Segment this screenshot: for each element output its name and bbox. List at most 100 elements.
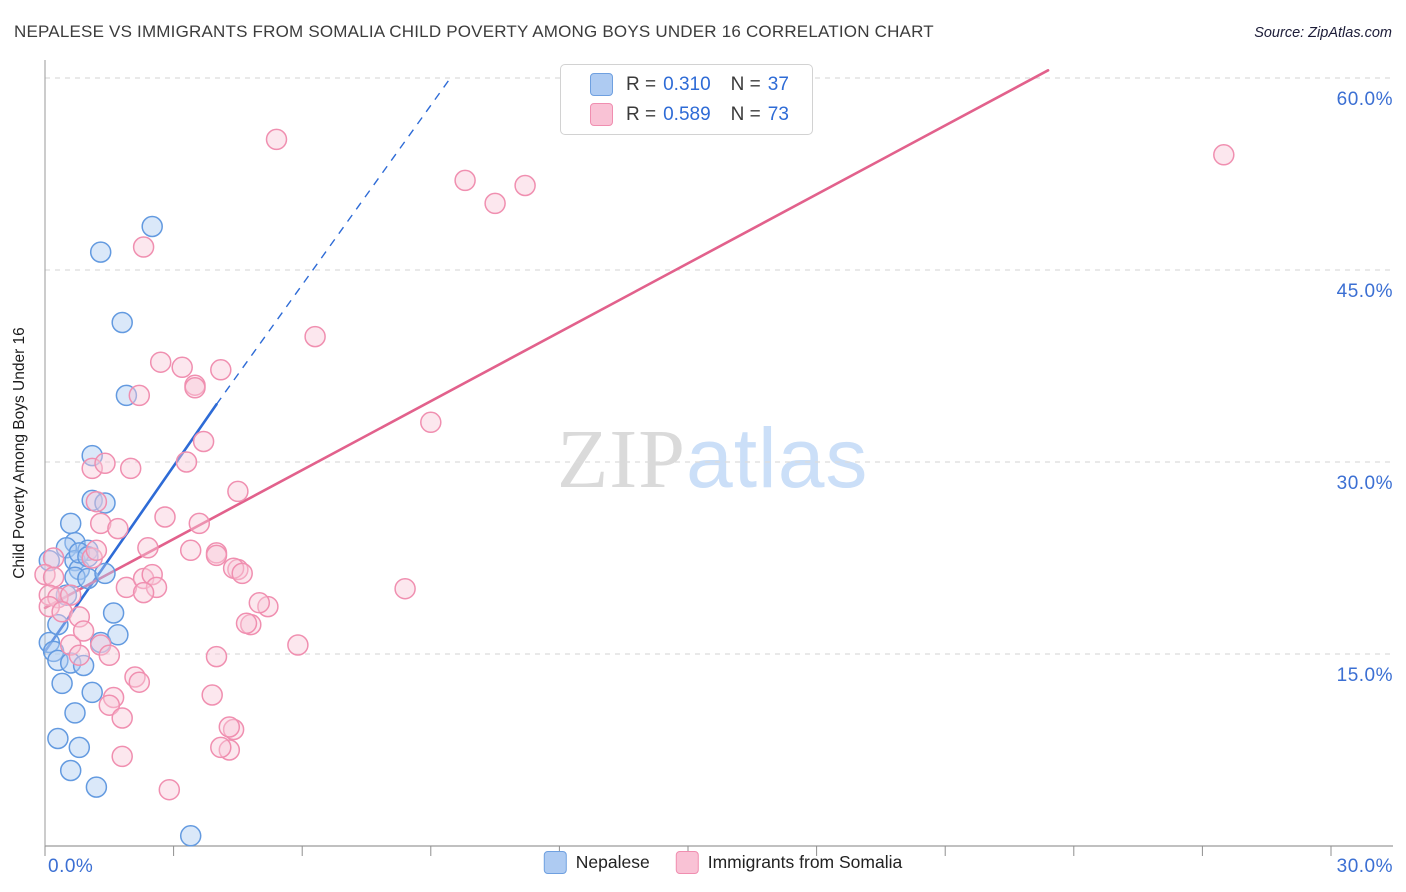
scatter-point-nepalese[interactable] [47,727,69,750]
n-label: N = [730,73,761,95]
scatter-point-somalia[interactable] [59,584,82,606]
scatter-point-nepalese[interactable] [89,241,112,263]
stats-legend-box: R = 0.310 N = 37 R = 0.589 N = 73 [560,64,813,135]
scatter-point-nepalese[interactable] [47,649,69,672]
scatter-point-somalia[interactable] [128,384,151,407]
scatter-point-nepalese[interactable] [94,562,116,585]
scatter-point-somalia[interactable] [218,716,241,738]
legend-label-nepalese: Nepalese [575,852,650,872]
scatter-point-somalia[interactable] [145,576,168,599]
scatter-point-somalia[interactable] [218,739,241,761]
scatter-point-nepalese[interactable] [51,672,73,695]
scatter-point-somalia[interactable] [227,480,249,503]
scatter-point-somalia[interactable] [154,506,176,528]
scatter-point-somalia[interactable] [115,576,138,599]
scatter-point-somalia[interactable] [42,566,65,588]
n-label: N = [730,103,761,125]
scatter-point-somalia[interactable] [68,644,91,667]
scatter-point-somalia[interactable] [85,539,108,562]
scatter-point-nepalese[interactable] [59,652,82,674]
scatter-point-somalia[interactable] [149,351,172,373]
n-value-nepalese: 37 [767,73,789,95]
scatter-point-somalia[interactable] [72,620,95,642]
r-label: R = [626,103,657,125]
series-legend: Nepalese Immigrants from Somalia [543,851,902,874]
scatter-point-somalia[interactable] [484,192,506,215]
scatter-point-somalia[interactable] [231,562,253,585]
watermark: ZIPatlas [557,411,868,506]
scatter-point-somalia[interactable] [248,592,271,614]
scatter-point-somalia[interactable] [184,377,206,399]
scatter-point-somalia[interactable] [171,356,193,379]
scatter-point-somalia[interactable] [394,577,416,600]
trend-line-nepalese [43,403,218,653]
scatter-point-nepalese[interactable] [107,624,129,646]
scatter-point-somalia[interactable] [51,601,73,623]
scatter-point-somalia[interactable] [89,512,112,535]
scatter-point-somalia[interactable] [107,517,129,540]
scatter-point-nepalese[interactable] [64,702,86,724]
scatter-point-somalia[interactable] [1213,144,1235,166]
scatter-point-nepalese[interactable] [94,492,116,514]
scatter-point-somalia[interactable] [265,128,288,151]
scatter-point-somalia[interactable] [304,325,326,348]
r-label: R = [626,73,657,95]
scatter-point-somalia[interactable] [47,586,69,609]
scatter-point-somalia[interactable] [119,457,142,480]
scatter-point-somalia[interactable] [137,537,159,559]
scatter-point-nepalese[interactable] [68,736,91,759]
scatter-point-somalia[interactable] [201,684,223,706]
scatter-point-nepalese[interactable] [59,512,82,535]
scatter-point-somalia[interactable] [81,457,103,480]
scatter-point-somalia[interactable] [205,645,228,668]
y-axis-label-30: 30.0% [1337,473,1393,494]
scatter-point-nepalese[interactable] [47,613,69,636]
y-axis-label-45: 45.0% [1337,281,1393,302]
scatter-point-somalia[interactable] [42,547,65,569]
scatter-point-nepalese[interactable] [102,602,125,624]
scatter-point-somalia[interactable] [179,539,202,562]
scatter-point-somalia[interactable] [210,359,232,381]
scatter-point-somalia[interactable] [98,644,121,667]
scatter-point-somalia[interactable] [192,430,215,453]
scatter-point-somalia[interactable] [514,174,536,197]
trend-line-nepalese-extension [215,75,453,405]
scatter-point-somalia[interactable] [188,512,211,535]
scatter-point-somalia[interactable] [98,694,121,716]
scatter-point-nepalese[interactable] [111,311,133,334]
scatter-point-somalia[interactable] [132,581,155,604]
scatter-point-somalia[interactable] [85,490,108,513]
legend-swatch-somalia [675,851,699,874]
scatter-point-somalia[interactable] [235,612,258,635]
scatter-point-somalia[interactable] [34,563,56,586]
scatter-point-nepalese[interactable] [77,567,99,590]
scatter-point-somalia[interactable] [210,736,232,759]
scatter-point-nepalese[interactable] [81,681,103,704]
scatter-point-somalia[interactable] [141,563,163,586]
legend-item-somalia: Immigrants from Somalia [675,851,902,874]
scatter-point-somalia[interactable] [205,544,228,567]
scatter-point-somalia[interactable] [111,707,133,729]
scatter-point-nepalese[interactable] [59,759,82,782]
scatter-point-somalia[interactable] [68,606,91,628]
somalia-swatch [590,103,613,126]
scatter-point-somalia[interactable] [128,671,151,693]
scatter-point-somalia[interactable] [111,745,133,768]
scatter-point-nepalese[interactable] [85,776,108,798]
scatter-point-somalia[interactable] [420,411,442,434]
scatter-point-somalia[interactable] [38,584,61,606]
nepalese-swatch [590,73,613,96]
scatter-point-nepalese[interactable] [179,825,202,847]
scatter-point-somalia[interactable] [158,778,181,801]
scatter-point-somalia[interactable] [94,452,116,475]
scatter-point-somalia[interactable] [175,451,198,473]
y-axis-label-15: 15.0% [1337,665,1393,686]
scatter-point-somalia[interactable] [38,595,61,618]
scatter-point-somalia[interactable] [454,169,476,192]
scatter-point-somalia[interactable] [132,236,155,258]
scatter-point-nepalese[interactable] [141,215,163,238]
scatter-point-nepalese[interactable] [81,444,103,467]
scatter-point-somalia[interactable] [287,634,309,656]
